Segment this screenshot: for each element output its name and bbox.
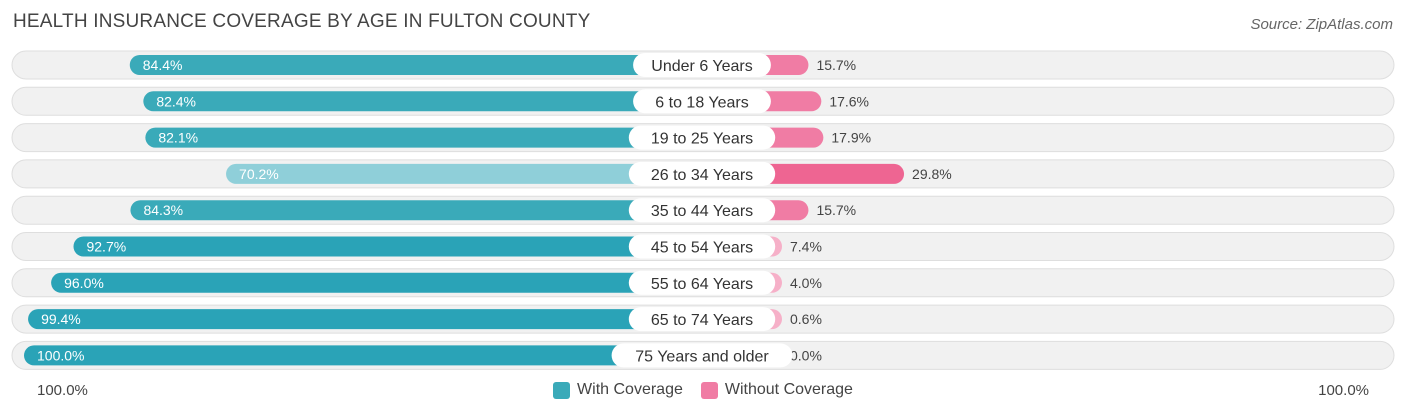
category-label: 26 to 34 Years	[651, 167, 753, 184]
bar-label-with-coverage: 84.3%	[143, 202, 183, 218]
chart-plot-area: 84.4% 15.7% Under 6 Years 82.4% 17.6% 6 to 18…	[11, 50, 1395, 370]
bar-label-without-coverage: 7.4%	[790, 239, 822, 255]
axis-label-left: 100.0%	[37, 382, 88, 399]
category-label: Under 6 Years	[651, 58, 752, 75]
category-pill	[628, 234, 776, 259]
chart-title: HEALTH INSURANCE COVERAGE BY AGE IN FULT…	[13, 11, 591, 32]
legend-item-with-coverage: With Coverage	[553, 381, 683, 399]
bar-label-with-coverage: 84.4%	[143, 57, 183, 73]
bar-with-coverage	[145, 127, 702, 148]
bar-with-coverage	[130, 200, 703, 221]
category-label: 65 to 74 Years	[651, 312, 753, 329]
axis-label-right: 100.0%	[1318, 382, 1369, 399]
bar-with-coverage	[51, 272, 703, 293]
bar-label-without-coverage: 17.9%	[831, 130, 871, 146]
bar-label-without-coverage: 0.6%	[790, 311, 822, 327]
category-label: 6 to 18 Years	[655, 94, 748, 111]
bar-label-without-coverage: 15.7%	[816, 57, 856, 73]
bar-label-with-coverage: 96.0%	[64, 275, 104, 291]
bar-label-without-coverage: 0.0%	[790, 347, 822, 363]
bar-label-with-coverage: 82.4%	[156, 93, 196, 109]
category-pill	[628, 125, 776, 150]
source-attribution: Source: ZipAtlas.com	[1250, 16, 1393, 33]
category-label: 75 Years and older	[635, 348, 769, 365]
bar-with-coverage	[143, 91, 702, 112]
category-label: 35 to 44 Years	[651, 203, 753, 220]
category-label: 55 to 64 Years	[651, 276, 753, 293]
legend-item-without-coverage: Without Coverage	[700, 381, 853, 399]
bar-label-with-coverage: 82.1%	[158, 130, 198, 146]
bar-with-coverage	[129, 55, 702, 75]
legend-label-without-coverage: Without Coverage	[724, 381, 853, 398]
bar-label-without-coverage: 4.0%	[790, 275, 822, 291]
bar-label-with-coverage: 99.4%	[41, 311, 81, 327]
bar-label-without-coverage: 29.8%	[912, 166, 952, 182]
category-pill	[628, 161, 776, 186]
bar-label-with-coverage: 70.2%	[239, 166, 279, 182]
bar-label-with-coverage: 92.7%	[86, 239, 126, 255]
category-pill	[633, 53, 771, 77]
category-label: 19 to 25 Years	[651, 131, 753, 148]
bar-with-coverage	[73, 236, 702, 257]
bar-label-without-coverage: 15.7%	[816, 202, 856, 218]
legend: With Coverage Without Coverage	[0, 381, 1406, 399]
category-label: 45 to 54 Years	[651, 240, 753, 257]
bar-label-without-coverage: 17.6%	[829, 93, 869, 109]
legend-swatch-without-coverage	[700, 381, 718, 399]
bar-with-coverage	[226, 163, 702, 184]
legend-label-with-coverage: With Coverage	[577, 381, 683, 398]
bar-with-coverage	[28, 309, 703, 330]
category-pill	[628, 198, 776, 223]
bar-with-coverage	[24, 345, 702, 366]
legend-swatch-with-coverage	[553, 381, 571, 399]
category-pill	[611, 343, 793, 368]
bar-label-with-coverage: 100.0%	[37, 347, 84, 363]
category-pill	[628, 307, 776, 332]
category-pill	[633, 89, 771, 114]
category-pill	[628, 270, 776, 295]
